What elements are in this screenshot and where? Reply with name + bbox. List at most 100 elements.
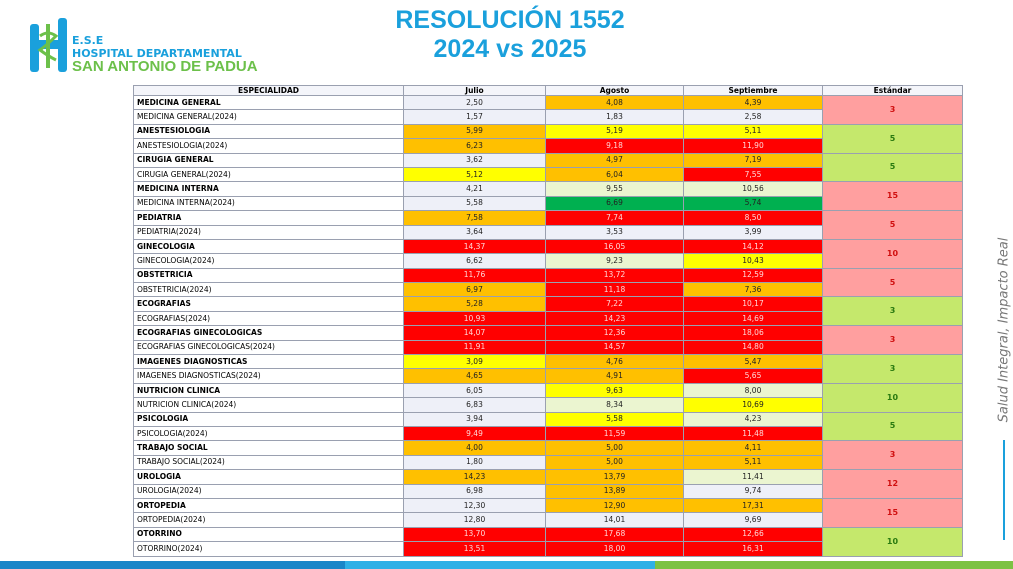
cell: 6,97 xyxy=(403,282,546,298)
footer-bar xyxy=(345,561,655,569)
row: ECOGRAFIAS(2024) 10,93 14,23 14,69 xyxy=(133,310,963,327)
cell: 9,63 xyxy=(545,382,684,399)
cell: 6,98 xyxy=(403,483,546,499)
cell: 4,00 xyxy=(403,440,546,456)
row: MEDICINA GENERAL(2024) 1,57 1,83 2,58 xyxy=(133,109,963,125)
cell: 14,07 xyxy=(403,325,546,341)
cell: 18,00 xyxy=(545,541,684,557)
row: ANESTESIOLOGIA 5,99 5,19 5,11 5 xyxy=(133,123,963,154)
standard-cell: 10 xyxy=(822,526,963,557)
row-label: MEDICINA INTERNA(2024) xyxy=(133,195,404,212)
row: ECOGRAFIAS GINECOLOGICAS 14,07 12,36 18,06 3 xyxy=(133,325,963,356)
logo-line1: HOSPITAL DEPARTAMENTAL xyxy=(72,47,242,60)
cell: 16,31 xyxy=(683,541,823,557)
title: RESOLUCIÓN 1552 2024 vs 2025 xyxy=(360,6,660,64)
row-label: NUTRICION CLINICA xyxy=(133,382,404,399)
cell: 5,11 xyxy=(683,454,823,471)
standard-cell: 15 xyxy=(822,497,963,528)
row-label: MEDICINA INTERNA xyxy=(133,181,404,197)
cell: 13,72 xyxy=(545,267,684,284)
row-label: OTORRINO(2024) xyxy=(133,541,404,557)
standard-cell: 5 xyxy=(822,123,963,154)
row-label: ANESTESIOLOGIA(2024) xyxy=(133,138,404,154)
cell: 12,66 xyxy=(683,526,823,543)
cell: 12,80 xyxy=(403,512,546,528)
row: PEDIATRIA 7,58 7,74 8,50 5 xyxy=(133,210,963,240)
cell: 5,19 xyxy=(545,123,684,140)
cell: 4,97 xyxy=(545,152,684,168)
logo-top: E.S.E xyxy=(72,34,104,47)
row-label: OBSTETRICIA(2024) xyxy=(133,282,404,298)
title-line1: RESOLUCIÓN 1552 xyxy=(395,6,625,34)
cell: 1,83 xyxy=(545,109,684,125)
row: PSICOLOGIA 3,94 5,58 4,23 5 xyxy=(133,411,963,442)
row-label: ECOGRAFIAS GINECOLOGICAS(2024) xyxy=(133,339,404,356)
standard-cell: 10 xyxy=(822,382,963,413)
cell: 9,23 xyxy=(545,253,684,269)
cell: 5,74 xyxy=(683,195,823,212)
cell: 9,69 xyxy=(683,512,823,528)
row-label: ORTOPEDIA(2024) xyxy=(133,512,404,528)
cell: 5,47 xyxy=(683,354,823,370)
side-text: Salud Integral, Impacto Real xyxy=(996,237,1012,423)
cell: 6,04 xyxy=(545,166,684,183)
row: OTORRINO(2024) 13,51 18,00 16,31 xyxy=(133,541,963,557)
cell: 9,55 xyxy=(545,181,684,197)
cell: 5,65 xyxy=(683,368,823,384)
row: MEDICINA GENERAL 2,50 4,08 4,39 3 xyxy=(133,94,963,125)
cell: 10,69 xyxy=(683,397,823,413)
cell: 12,90 xyxy=(545,497,684,514)
cell: 3,99 xyxy=(683,224,823,240)
cell: 4,21 xyxy=(403,181,546,197)
row: UROLOGIA(2024) 6,98 13,89 9,74 xyxy=(133,483,963,499)
side-line xyxy=(1003,440,1005,540)
cell: 7,74 xyxy=(545,210,684,226)
cell: 10,17 xyxy=(683,296,823,312)
cell: 2,50 xyxy=(403,94,546,111)
standard-cell: 5 xyxy=(822,152,963,183)
cell: 5,00 xyxy=(545,440,684,456)
cell: 9,74 xyxy=(683,483,823,499)
cell: 3,64 xyxy=(403,224,546,240)
cell: 14,57 xyxy=(545,339,684,356)
row-label: PEDIATRIA(2024) xyxy=(133,224,404,240)
row: ANESTESIOLOGIA(2024) 6,23 9,18 11,90 xyxy=(133,138,963,154)
row-label: TRABAJO SOCIAL(2024) xyxy=(133,454,404,471)
cell: 7,58 xyxy=(403,210,546,226)
cell: 4,39 xyxy=(683,94,823,111)
cell: 11,41 xyxy=(683,469,823,485)
cell: 1,80 xyxy=(403,454,546,471)
row: GINECOLOGIA 14,37 16,05 14,12 10 xyxy=(133,238,963,269)
row: ECOGRAFIAS 5,28 7,22 10,17 3 xyxy=(133,296,963,327)
cell: 3,53 xyxy=(545,224,684,240)
cell: 17,68 xyxy=(545,526,684,543)
row: MEDICINA INTERNA 4,21 9,55 10,56 15 xyxy=(133,181,963,212)
row-label: UROLOGIA(2024) xyxy=(133,483,404,499)
row: NUTRICION CLINICA 6,05 9,63 8,00 10 xyxy=(133,382,963,413)
cell: 1,57 xyxy=(403,109,546,125)
standard-cell: 3 xyxy=(822,325,963,356)
cell: 6,69 xyxy=(545,195,684,212)
row: ORTOPEDIA(2024) 12,80 14,01 9,69 xyxy=(133,512,963,528)
cell: 12,36 xyxy=(545,325,684,341)
standard-cell: 5 xyxy=(822,267,963,298)
cell: 11,76 xyxy=(403,267,546,284)
cell: 5,11 xyxy=(683,123,823,140)
cell: 12,59 xyxy=(683,267,823,284)
cell: 14,01 xyxy=(545,512,684,528)
column-header: Estándar xyxy=(822,85,963,96)
row-label: TRABAJO SOCIAL xyxy=(133,440,404,456)
cell: 3,09 xyxy=(403,354,546,370)
logo xyxy=(30,18,67,72)
cell: 10,93 xyxy=(403,310,546,327)
cell: 13,89 xyxy=(545,483,684,499)
cell: 11,18 xyxy=(545,282,684,298)
cell: 8,00 xyxy=(683,382,823,399)
standard-cell: 12 xyxy=(822,469,963,499)
row: ECOGRAFIAS GINECOLOGICAS(2024) 11,91 14,57… xyxy=(133,339,963,356)
row-label: MEDICINA GENERAL xyxy=(133,94,404,111)
logo-line2: SAN ANTONIO DE PADUA xyxy=(72,58,258,75)
row: PSICOLOGIA(2024) 9,49 11,59 11,48 xyxy=(133,425,963,442)
standard-cell: 5 xyxy=(822,210,963,240)
